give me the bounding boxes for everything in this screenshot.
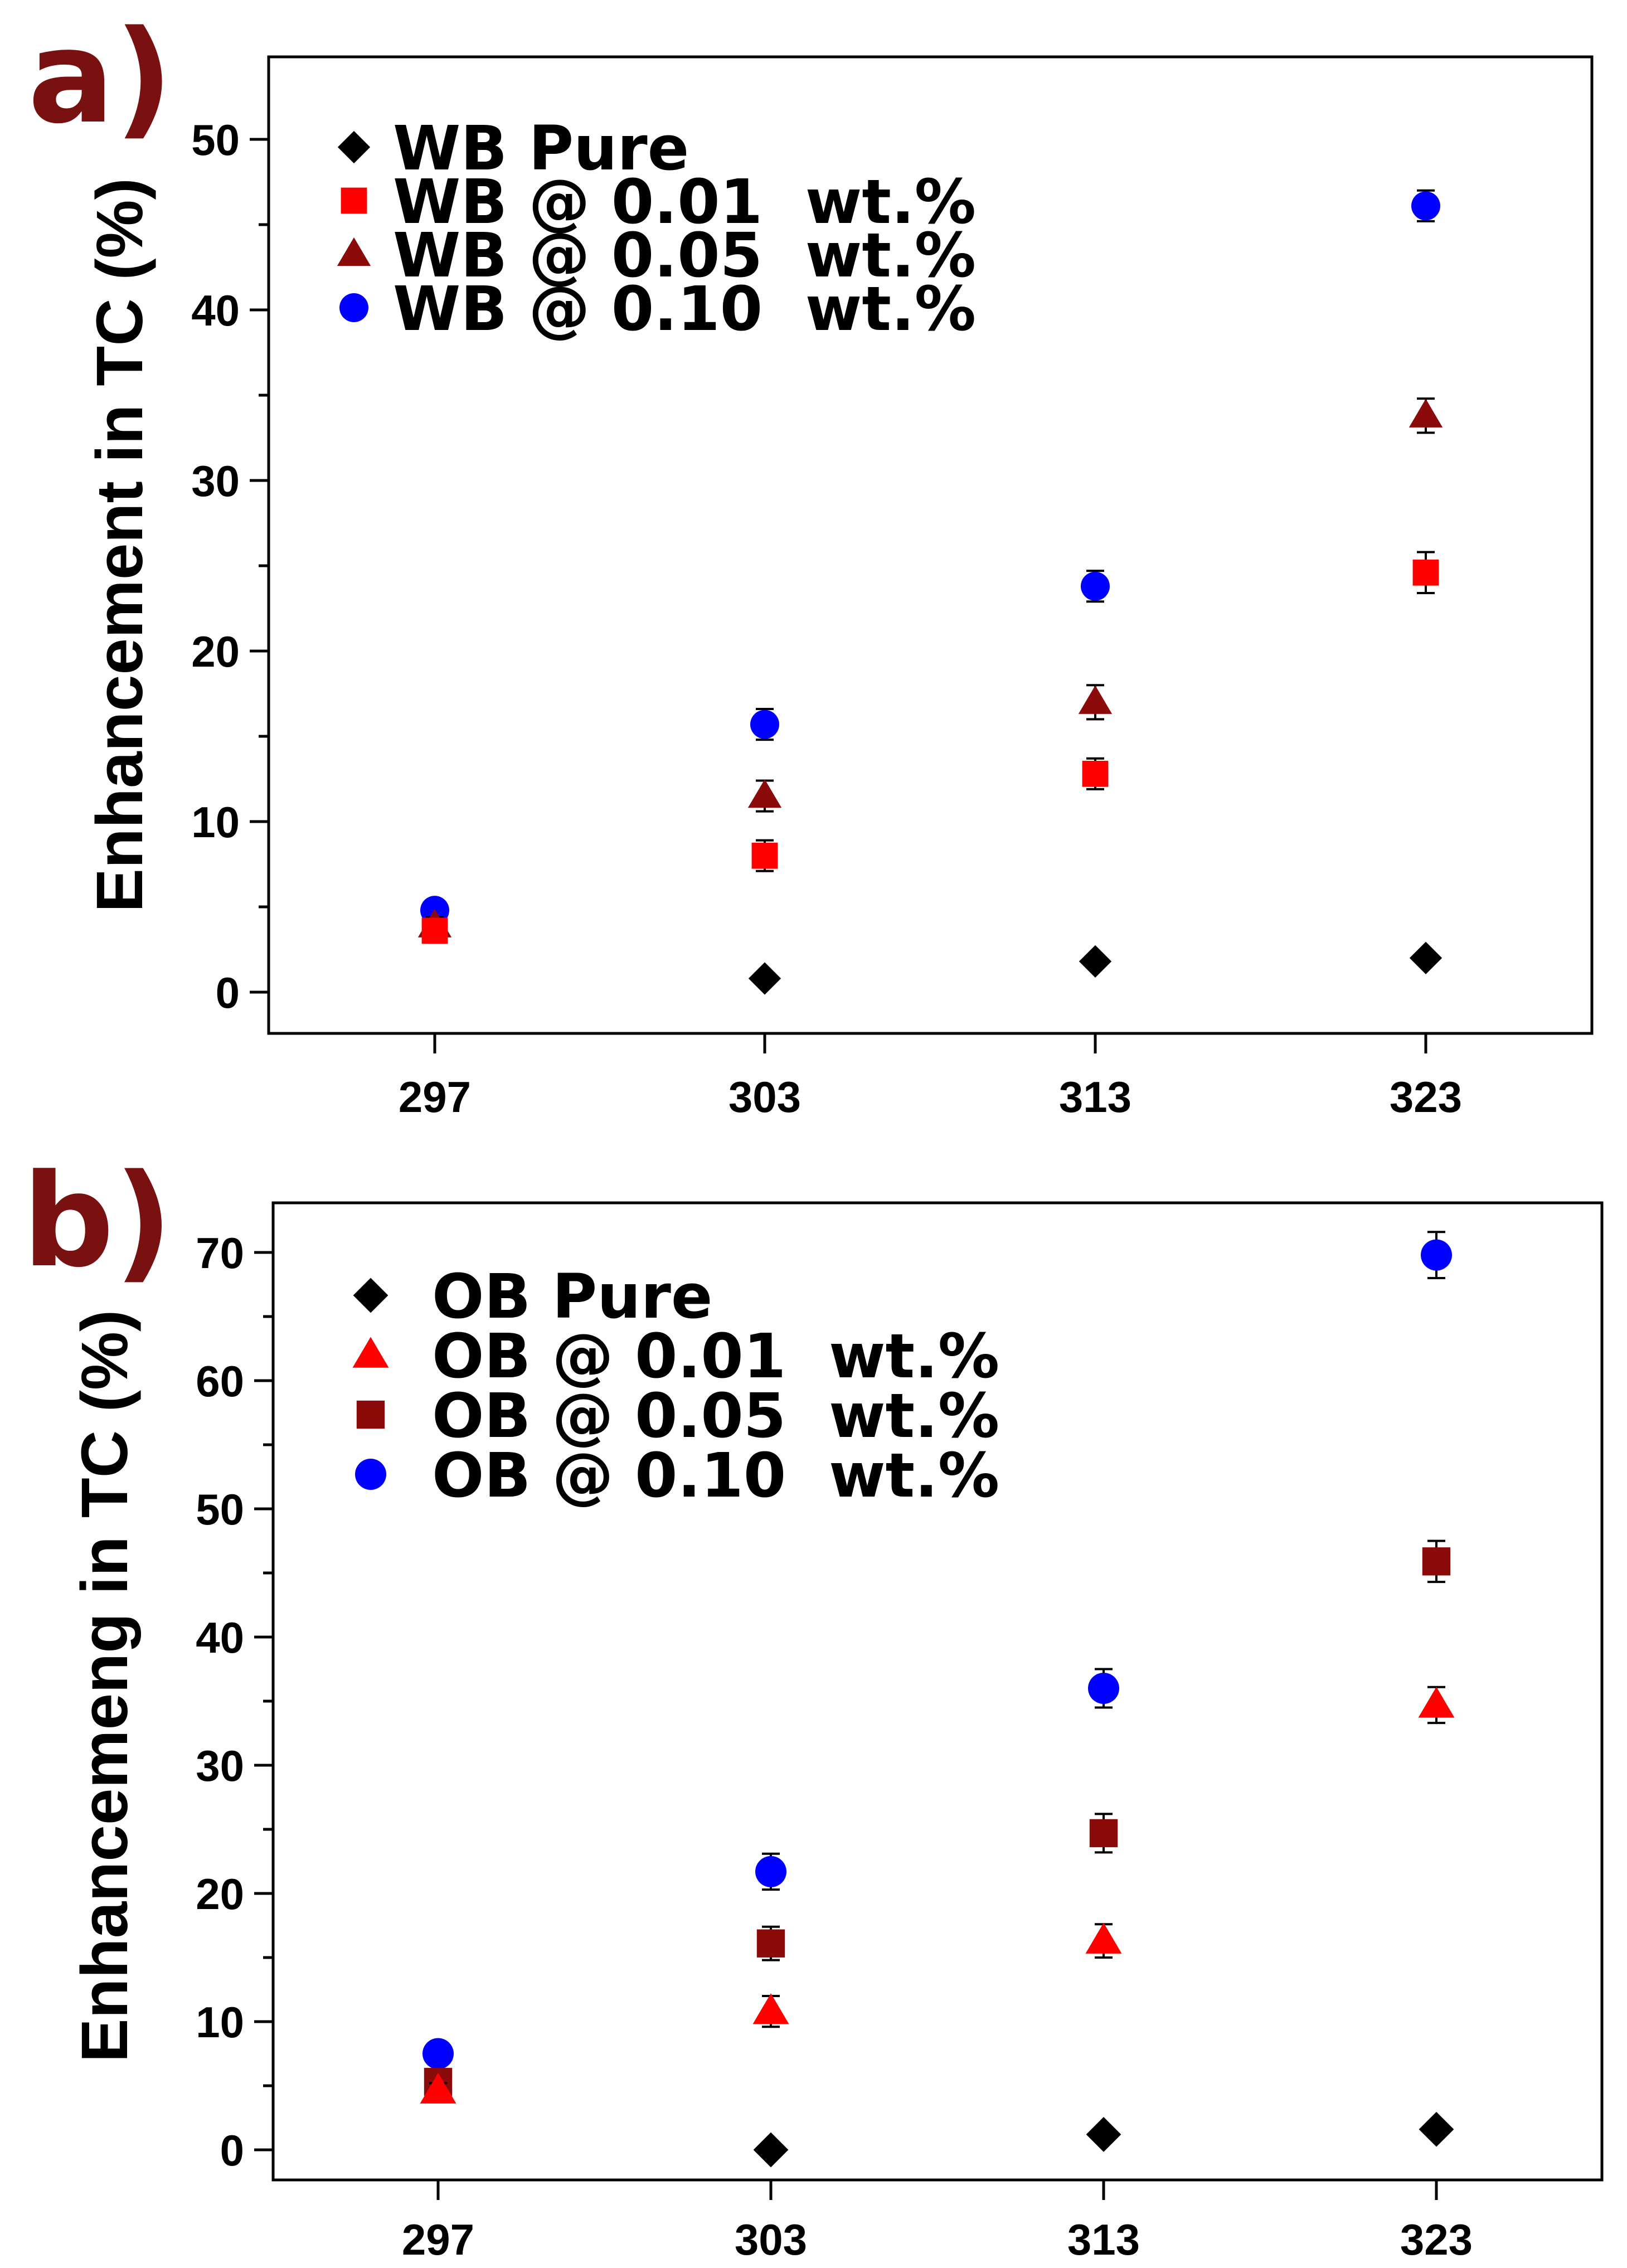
- data-point: [1421, 1239, 1452, 1271]
- data-point: [756, 1929, 785, 1958]
- panel-b-legend-label: OB @ 0.01 wt.%: [432, 1320, 999, 1392]
- panel-b: b) Enhancemeng in TC (%) 0 10 20 30 40 50 60 70…: [22, 1147, 1604, 2264]
- panel-a-legend-marker: [339, 293, 368, 322]
- panel-a-legend-marker: [341, 187, 367, 214]
- panel-a-legend-label: WB Pure: [393, 113, 689, 184]
- data-point: [422, 2038, 454, 2070]
- panel-a-y-tick-label: 50: [191, 115, 240, 164]
- panel-a: a) Enhancement in TC (%) 0 10 20 30 40 50 297 3…: [28, 3, 1594, 1121]
- panel-a-y-tick-label: 30: [191, 456, 240, 506]
- panel-a-x-tick-label: 323: [1390, 1072, 1462, 1121]
- data-point: [753, 2132, 789, 2168]
- data-point: [755, 1856, 786, 1887]
- data-point: [1418, 1687, 1455, 1718]
- data-point: [752, 1993, 789, 2024]
- panel-b-y-tick-label: 70: [196, 1228, 244, 1278]
- data-point: [420, 2072, 456, 2104]
- panel-b-y-tick-label: 50: [196, 1485, 244, 1534]
- panel-b-axis-ticks: 0 10 20 30 40 50 60 70 297 303 313 323: [196, 1228, 1473, 2264]
- data-point: [1411, 191, 1440, 221]
- panel-b-y-tick-label: 60: [196, 1357, 244, 1406]
- data-point: [1078, 685, 1113, 714]
- data-point: [1079, 945, 1112, 978]
- data-point: [421, 917, 448, 944]
- data-point: [750, 710, 779, 739]
- panel-b-y-axis-title: Enhancemeng in TC (%): [68, 1310, 142, 2063]
- data-point: [748, 962, 781, 995]
- panel-b-y-tick-label: 20: [196, 1869, 244, 1919]
- data-point: [1081, 571, 1110, 601]
- data-point: [1419, 2111, 1454, 2147]
- data-point: [1412, 559, 1439, 586]
- panel-b-legend-marker: [355, 1459, 386, 1490]
- panel-b-y-tick-label: 30: [196, 1741, 244, 1790]
- panel-a-legend-label: WB @ 0.10 wt.%: [393, 273, 976, 344]
- panel-b-y-tick-label: 40: [196, 1613, 244, 1662]
- panel-a-legend-label: WB @ 0.01 wt.%: [393, 166, 976, 237]
- panel-a-y-tick-label: 0: [216, 968, 240, 1017]
- panel-b-y-tick-label: 10: [196, 1998, 244, 2047]
- panel-a-x-tick-label: 303: [728, 1072, 801, 1121]
- panel-a-label: a): [28, 3, 173, 152]
- panel-a-y-tick-label: 10: [191, 798, 240, 847]
- panel-b-plot-frame: [271, 1201, 1604, 2182]
- panel-a-y-axis-title: Enhancement in TC (%): [83, 178, 157, 912]
- panel-b-legend-marker: [353, 1278, 388, 1313]
- data-point: [1085, 1922, 1122, 1954]
- panel-b-label: b): [22, 1147, 173, 1296]
- panel-a-legend-marker: [337, 130, 371, 164]
- panel-a-y-tick-label: 20: [191, 627, 240, 676]
- data-point: [1088, 1673, 1119, 1704]
- panel-b-legend-marker: [352, 1337, 389, 1368]
- data-point: [1422, 1547, 1451, 1576]
- panel-a-data-marks: [417, 189, 1443, 995]
- panel-a-x-tick-label: 297: [399, 1072, 471, 1121]
- data-point: [1082, 760, 1109, 787]
- panel-b-x-tick-label: 297: [402, 2215, 474, 2264]
- panel-b-data-marks: [420, 1231, 1455, 2168]
- panel-a-axis-ticks: 0 10 20 30 40 50 297 303 313 323: [191, 115, 1462, 1121]
- data-point: [751, 842, 778, 869]
- panel-a-x-tick-label: 313: [1059, 1072, 1131, 1121]
- panel-b-x-tick-label: 323: [1400, 2215, 1473, 2264]
- panel-a-legend-marker: [337, 237, 371, 266]
- data-point: [1089, 1819, 1118, 1848]
- panel-b-legend-label: OB @ 0.05 wt.%: [432, 1380, 999, 1451]
- panel-b-legend-label: OB @ 0.10 wt.%: [432, 1440, 999, 1511]
- data-point: [1086, 2117, 1121, 2152]
- panel-b-x-tick-label: 303: [735, 2215, 807, 2264]
- data-point: [1409, 941, 1443, 974]
- panel-a-legend-label: WB @ 0.05 wt.%: [393, 220, 976, 291]
- panel-a-plot-frame: [267, 55, 1594, 1035]
- panel-b-legend-label: OB Pure: [432, 1261, 712, 1332]
- data-point: [747, 779, 782, 808]
- panel-b-legend-marker: [356, 1400, 385, 1429]
- panel-b-x-tick-label: 313: [1067, 2215, 1140, 2264]
- panel-a-y-tick-label: 40: [191, 286, 240, 335]
- panel-b-y-tick-label: 0: [220, 2126, 244, 2175]
- data-point: [1409, 399, 1443, 428]
